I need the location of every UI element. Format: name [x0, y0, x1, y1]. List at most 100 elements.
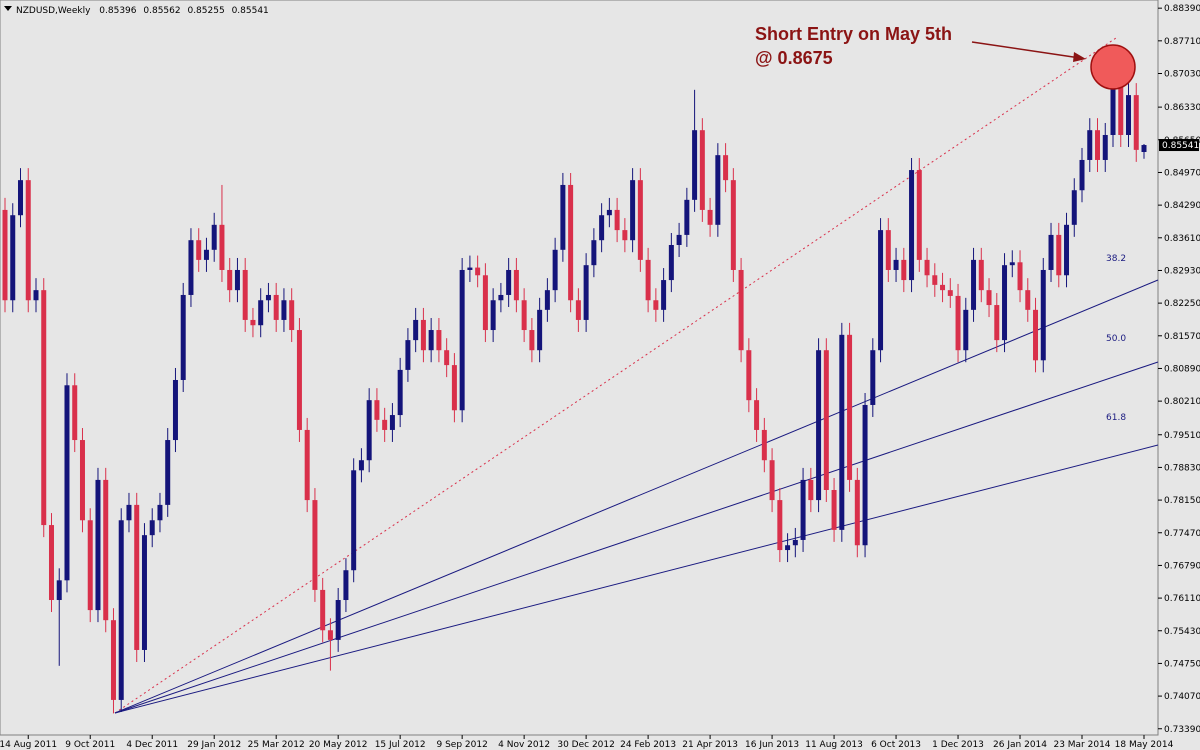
candle-body	[816, 350, 822, 501]
candle-body	[599, 215, 605, 241]
y-tick-label: 0.76110	[1164, 594, 1200, 604]
candle-body	[289, 300, 295, 331]
candle-body	[901, 259, 907, 281]
y-tick-label: 0.74070	[1164, 692, 1200, 702]
candle-body	[932, 275, 938, 285]
price-axis: 0.883900.877100.870300.863300.856500.849…	[1158, 4, 1200, 735]
candle-body	[637, 180, 643, 260]
candle-body	[405, 340, 411, 370]
candle-body	[10, 215, 16, 301]
candle-body	[521, 300, 527, 331]
chart-header: NZDUSD,Weekly 0.85396 0.85562 0.85255 0.…	[16, 6, 269, 16]
candle-body	[1126, 95, 1132, 135]
x-tick-label: 16 Jun 2013	[745, 740, 799, 750]
candle-body	[103, 479, 109, 621]
price-marker	[1159, 139, 1199, 152]
candle-body	[847, 334, 853, 480]
candle-body	[134, 504, 140, 650]
candle-body	[141, 535, 147, 650]
candle-body	[436, 330, 442, 351]
candle-body	[1102, 134, 1108, 160]
candle-body	[366, 400, 372, 461]
menu-icon[interactable]	[4, 6, 12, 11]
candle-body	[188, 240, 194, 295]
candle-body	[839, 334, 845, 530]
candle-body	[64, 385, 70, 581]
candle-body	[467, 267, 473, 270]
y-tick-label: 0.82930	[1164, 266, 1200, 276]
candle-body	[397, 369, 403, 416]
annotation: Short Entry on May 5th	[755, 24, 952, 44]
y-tick-label: 0.87030	[1164, 70, 1200, 80]
price-marker-label: 0.85541	[1162, 141, 1199, 151]
candle-body	[343, 570, 349, 601]
candle-body	[591, 240, 597, 266]
arrow-shaft	[971, 41, 1081, 59]
candle-body	[72, 385, 78, 441]
candle-body	[48, 525, 54, 601]
candle-body	[56, 580, 62, 601]
candle-body	[777, 500, 783, 551]
candle-body	[459, 269, 465, 411]
candles	[2, 58, 1147, 714]
x-tick-label: 15 Jul 2012	[375, 740, 426, 750]
candle-body	[490, 300, 496, 331]
y-tick-label: 0.84970	[1164, 168, 1200, 178]
candle-body	[211, 224, 217, 250]
candle-body	[893, 259, 899, 270]
candle-body	[227, 269, 233, 291]
candle-body	[389, 415, 395, 430]
candle-body	[707, 209, 713, 225]
candle-body	[568, 184, 574, 301]
x-tick-label: 30 Dec 2012	[557, 740, 615, 750]
candle-body	[234, 269, 240, 291]
fan-line	[114, 444, 1159, 714]
candle-body	[420, 319, 426, 351]
annotation: @ 0.8675	[755, 48, 833, 68]
header-close: 0.85541	[232, 6, 269, 16]
y-tick-label: 0.83610	[1164, 234, 1200, 244]
candle-body	[281, 300, 287, 320]
candle-body	[1141, 145, 1147, 152]
candle-body	[1017, 262, 1023, 291]
x-tick-label: 24 Feb 2013	[620, 740, 676, 750]
candle-body	[537, 309, 543, 351]
fan-line	[114, 361, 1159, 714]
candle-body	[916, 170, 922, 260]
y-tick-label: 0.78150	[1164, 496, 1200, 506]
candle-body	[746, 350, 752, 401]
candle-body	[374, 400, 380, 420]
candle-body	[203, 249, 209, 260]
candle-body	[730, 180, 736, 270]
candle-body	[971, 259, 977, 310]
candle-body	[273, 294, 279, 320]
fan-label: 38.2	[1106, 254, 1126, 264]
candle-body	[250, 319, 256, 326]
candle-body	[862, 404, 868, 546]
candle-body	[769, 460, 775, 501]
x-tick-label: 29 Jan 2012	[187, 740, 241, 750]
symbol: NZDUSD,Weekly	[16, 6, 91, 16]
candle-body	[630, 180, 636, 241]
x-tick-label: 11 Aug 2013	[805, 740, 863, 750]
candle-body	[808, 479, 814, 501]
candle-body	[1095, 130, 1101, 160]
candle-body	[699, 130, 705, 210]
y-tick-label: 0.80890	[1164, 364, 1200, 374]
candle-body	[196, 240, 202, 260]
candle-body	[506, 269, 512, 295]
candle-body	[614, 209, 620, 231]
y-tick-label: 0.80210	[1164, 397, 1200, 407]
x-tick-label: 4 Dec 2011	[126, 740, 178, 750]
candle-body	[25, 180, 31, 301]
candle-body	[180, 294, 186, 380]
y-tick-label: 0.77470	[1164, 529, 1200, 539]
candle-body	[692, 130, 698, 200]
y-tick-label: 0.82250	[1164, 299, 1200, 309]
candle-body	[560, 184, 566, 250]
candle-body	[258, 300, 264, 326]
y-tick-label: 0.79510	[1164, 431, 1200, 441]
y-tick-label: 0.88390	[1164, 4, 1200, 14]
